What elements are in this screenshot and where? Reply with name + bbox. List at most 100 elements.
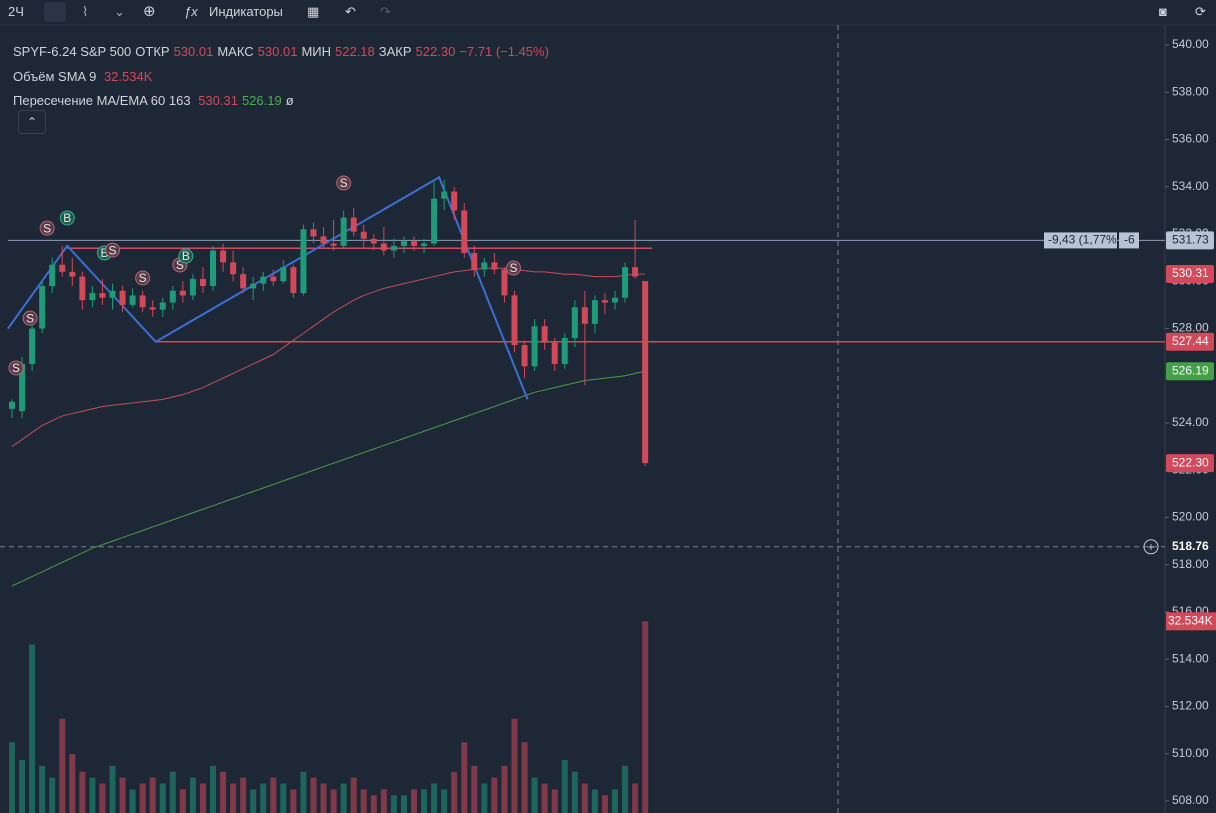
volume-bar — [69, 754, 76, 813]
candle-body — [501, 269, 508, 296]
candle-body — [561, 337, 568, 364]
volume-bar — [451, 771, 458, 813]
candle-body — [260, 276, 267, 284]
candle-body — [9, 401, 15, 409]
layout-button[interactable]: ▦ — [307, 4, 320, 19]
signal-marker — [22, 310, 38, 326]
volume-bar — [541, 783, 548, 813]
volume-bar — [250, 789, 257, 813]
volume-bar — [330, 789, 337, 813]
volume-bar — [260, 783, 267, 813]
signal-marker — [8, 360, 24, 376]
volume-bar — [29, 644, 36, 813]
undo-button[interactable]: ↶ — [345, 4, 356, 19]
volume-bar — [230, 783, 237, 813]
volume-bar — [290, 789, 297, 813]
y-tick-label: 540.00 — [1172, 37, 1209, 51]
value: 530.01 — [257, 44, 298, 59]
volume-bar — [642, 621, 649, 813]
signal-marker — [178, 248, 194, 264]
flag: ø — [285, 93, 294, 108]
change: −7.71 (−1.45%) — [459, 44, 549, 59]
candle-body — [320, 236, 327, 244]
volume-bar — [340, 783, 347, 813]
volume-bar — [390, 795, 397, 813]
signal-marker — [135, 270, 151, 286]
candle-body — [19, 363, 26, 412]
candle-body — [622, 267, 629, 298]
candle-body — [360, 231, 367, 239]
line-style-button[interactable]: ⌇ — [82, 4, 89, 19]
legend-row: Пересечение MA/EMA 60 163 530.31 526.19 ø — [13, 89, 553, 114]
signal-label: B — [63, 211, 71, 225]
candle-body — [69, 271, 76, 277]
candle-body — [79, 276, 86, 301]
volume-bar — [99, 783, 106, 813]
signal-marker — [105, 242, 120, 258]
redo-button[interactable]: ↷ — [380, 4, 391, 19]
volume-bar — [129, 789, 136, 813]
label: ЗАКР — [378, 44, 412, 59]
candle-body — [89, 293, 96, 301]
candle-body — [280, 267, 287, 282]
volume-bar — [471, 765, 478, 813]
volume-bar — [431, 783, 438, 813]
candle-body — [370, 238, 377, 244]
candle-body — [129, 295, 136, 305]
candle-body — [591, 300, 598, 324]
candle-body — [400, 241, 407, 246]
volume-badge-label: 32.534K — [1168, 613, 1213, 627]
y-tick-label: 508.00 — [1172, 793, 1209, 807]
candle-body — [59, 264, 66, 272]
volume-bar — [612, 789, 618, 813]
y-tick-label: 512.00 — [1172, 699, 1209, 713]
settings-button[interactable]: ⟳ — [1195, 4, 1206, 19]
candle-body — [49, 264, 56, 287]
y-tick-label: 518.00 — [1172, 557, 1209, 571]
signal-label: S — [43, 221, 51, 235]
interval-button[interactable]: 2Ч — [8, 4, 24, 19]
candle-body — [149, 307, 156, 310]
volume-bar — [109, 765, 116, 813]
y-tick-label: 534.00 — [1172, 179, 1209, 193]
signal-marker — [39, 220, 55, 236]
candles-button[interactable] — [44, 2, 66, 22]
crosshair-badge — [1166, 537, 1214, 556]
volume-bar — [521, 742, 528, 813]
candle-body — [531, 326, 538, 367]
add-button[interactable]: ⊕ — [143, 3, 156, 20]
y-tick-label: 538.00 — [1172, 84, 1209, 98]
signal-label: B — [100, 246, 108, 260]
volume-bar — [561, 759, 568, 813]
volume-bar — [19, 759, 26, 813]
candle-body — [601, 300, 608, 303]
volume-bar — [139, 783, 146, 813]
fx-icon[interactable]: ƒx — [184, 4, 198, 19]
signal-marker — [336, 175, 352, 191]
candle-body — [99, 293, 106, 298]
candle-body — [270, 276, 277, 282]
candle-body — [380, 243, 387, 251]
candle-body — [250, 283, 257, 289]
indicator-name: Объём SMA 9 — [13, 68, 97, 84]
collapse-button[interactable]: ⌃ — [18, 110, 46, 134]
price-badge-label: 522.30 — [1172, 455, 1209, 469]
candle-body — [240, 274, 247, 289]
indicators-button[interactable]: Индикаторы — [209, 4, 283, 19]
dropdown[interactable]: ⌄ — [114, 4, 125, 19]
candle-body — [632, 267, 639, 277]
candle-body — [109, 290, 116, 298]
candle-body — [39, 286, 46, 329]
screenshot-button[interactable]: ◙ — [1159, 4, 1167, 19]
candle-body — [551, 342, 558, 364]
y-tick-label: 524.00 — [1172, 415, 1209, 429]
signal-label: S — [26, 311, 34, 325]
volume-bar — [300, 771, 307, 813]
symbol: SPYF-6.24 S&P 500 — [13, 44, 132, 59]
candle-body — [421, 243, 428, 246]
measure-bars: -6 — [1124, 233, 1135, 247]
candle-body — [390, 245, 397, 251]
volume-bar — [591, 789, 598, 813]
crosshair-label: 518.76 — [1172, 539, 1209, 553]
